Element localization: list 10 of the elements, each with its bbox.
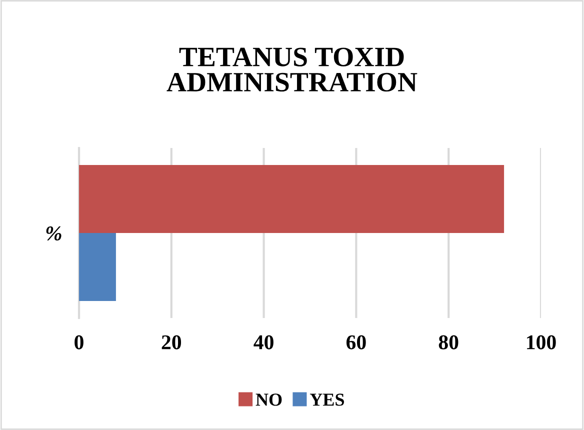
legend-label: NO (256, 394, 282, 406)
x-tick-label: 20 (162, 335, 182, 350)
x-tick-label: 0 (74, 335, 84, 350)
chart-title: TETANUS TOXID ADMINISTRATION (166, 48, 418, 92)
y-tick-label: % (46, 226, 62, 240)
x-tick-label: 80 (438, 335, 458, 350)
x-tick-label: 100 (527, 335, 556, 350)
legend-label: YES (310, 394, 344, 406)
x-tick-label: 60 (346, 335, 366, 350)
x-tick-label: 40 (254, 335, 274, 350)
